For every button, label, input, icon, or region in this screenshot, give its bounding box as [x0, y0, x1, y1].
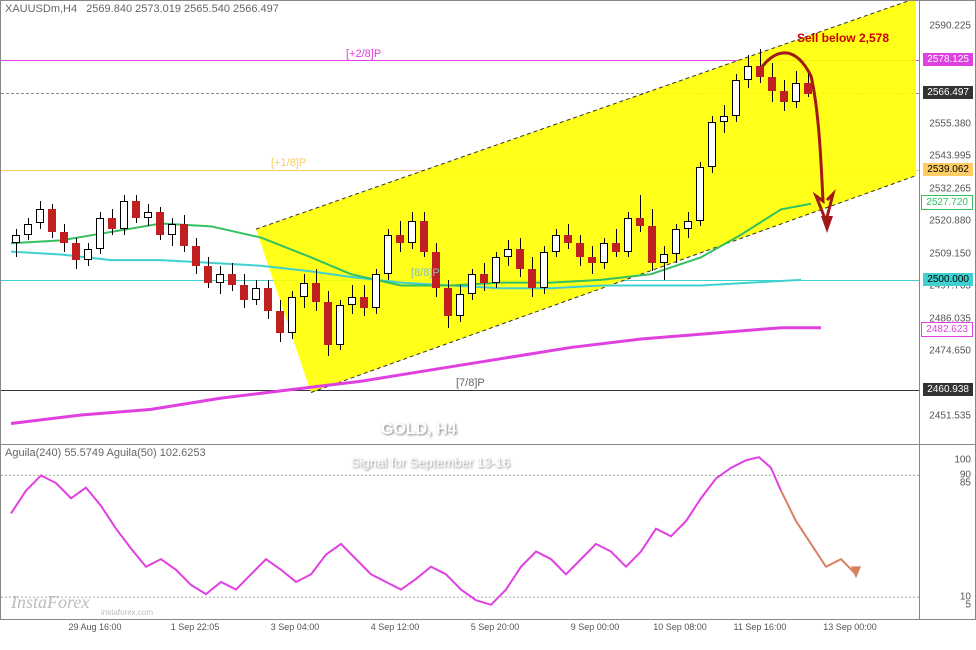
price-tag: 2578.125 [923, 53, 973, 66]
price-tick: 2520.880 [929, 216, 971, 227]
time-tick: 9 Sep 00:00 [571, 622, 620, 632]
pivot-label: [+1/8]P [271, 157, 306, 169]
price-axis: 2590.225 2578.125 2566.497 2555.380 2543.995… [920, 0, 976, 445]
time-tick: 29 Aug 16:00 [68, 622, 121, 632]
indicator-tick: 100 [954, 455, 971, 466]
watermark-url: instaforex.com [101, 608, 153, 617]
indicator-panel[interactable]: Aguila(240) 55.5749 Aguila(50) 102.6253 … [0, 445, 920, 620]
price-tick: 2555.380 [929, 118, 971, 129]
price-tick: 2532.265 [929, 183, 971, 194]
pivot-label: [7/8]P [456, 377, 485, 389]
price-tag: 2482.623 [921, 322, 973, 337]
indicator-svg [1, 445, 921, 620]
price-tick: 2451.535 [929, 411, 971, 422]
time-tick: 10 Sep 08:00 [653, 622, 707, 632]
price-tick: 2509.150 [929, 249, 971, 260]
time-tick: 5 Sep 20:00 [471, 622, 520, 632]
ohlc-values: 2569.840 2573.019 2565.540 2566.497 [86, 3, 279, 15]
pivot-label: [+2/8]P [346, 48, 381, 60]
watermark-logo: InstaForex [11, 592, 89, 613]
price-tick: 2590.225 [929, 20, 971, 31]
indicator-header: Aguila(240) 55.5749 Aguila(50) 102.6253 [5, 447, 206, 459]
symbol-header: XAUUSDm,H4 2569.840 2573.019 2565.540 25… [5, 3, 279, 15]
time-tick: 4 Sep 12:00 [371, 622, 420, 632]
symbol-tf: XAUUSDm,H4 [5, 3, 77, 15]
chart-container: XAUUSDm,H4 2569.840 2573.019 2565.540 25… [0, 0, 976, 650]
price-tag: 2527.720 [921, 195, 973, 210]
time-axis: 29 Aug 16:00 1 Sep 22:05 3 Sep 04:00 4 Sep … [0, 620, 920, 650]
chart-title: GOLD, H4 [381, 421, 457, 439]
price-tick: 2474.650 [929, 346, 971, 357]
time-tick: 1 Sep 22:05 [171, 622, 220, 632]
indicator-tick: 5 [965, 599, 971, 610]
main-price-panel[interactable]: XAUUSDm,H4 2569.840 2573.019 2565.540 25… [0, 0, 920, 445]
price-tag: 2566.497 [923, 86, 973, 99]
time-tick: 13 Sep 00:00 [823, 622, 877, 632]
chart-subtitle: Signal for September 13-16 [351, 455, 510, 470]
time-tick: 3 Sep 04:00 [271, 622, 320, 632]
price-tag: 2500.000 [923, 273, 973, 286]
time-tick: 11 Sep 16:00 [734, 622, 787, 632]
pivot-label: [8/8]P [411, 267, 440, 279]
indicator-axis: 1009085105 [920, 445, 976, 620]
sell-annotation: Sell below 2,578 [797, 31, 889, 45]
price-tag: 2460.938 [923, 383, 973, 396]
price-tag: 2539.062 [923, 163, 973, 176]
indicator-tick: 85 [960, 478, 971, 489]
price-tick: 2543.995 [929, 150, 971, 161]
